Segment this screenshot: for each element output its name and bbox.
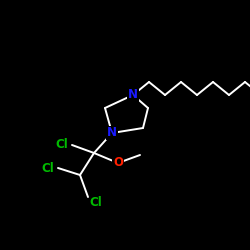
Text: N: N bbox=[128, 88, 138, 102]
Text: Cl: Cl bbox=[42, 162, 54, 174]
Text: Cl: Cl bbox=[56, 138, 68, 151]
Text: O: O bbox=[113, 156, 123, 170]
Text: N: N bbox=[107, 126, 117, 140]
Text: Cl: Cl bbox=[90, 196, 102, 209]
